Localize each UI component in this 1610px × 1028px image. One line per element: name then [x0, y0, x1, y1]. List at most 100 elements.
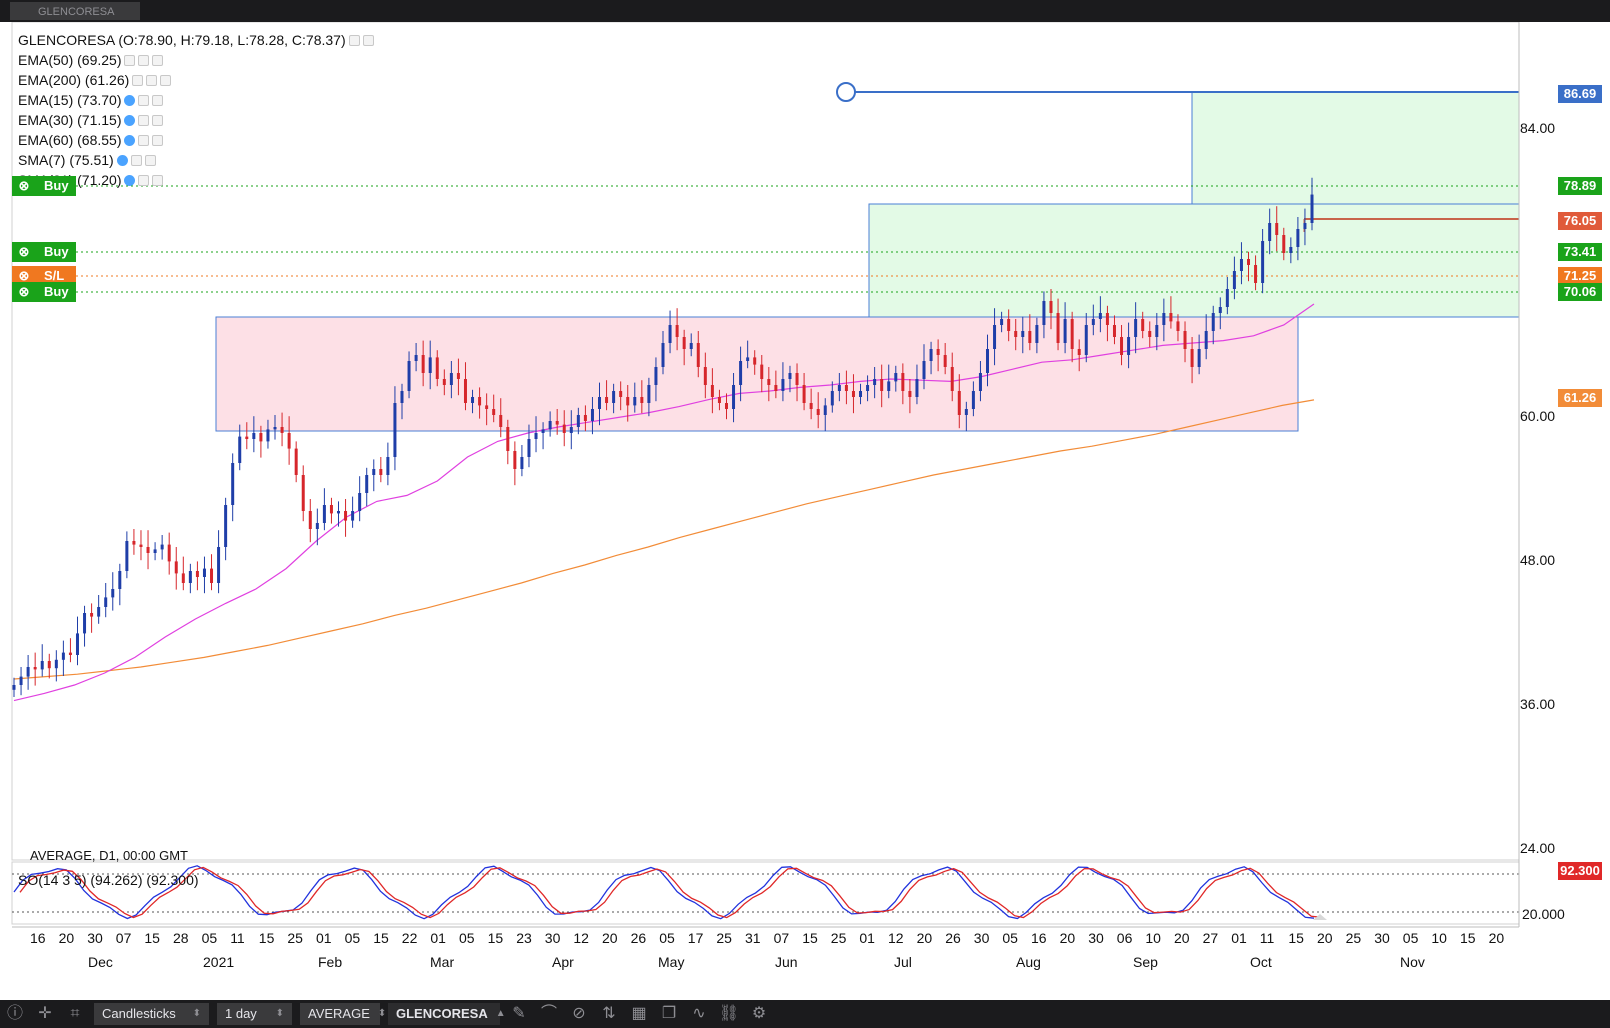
- chart-tab[interactable]: GLENCORESA: [10, 2, 140, 20]
- close-icon[interactable]: [152, 94, 164, 106]
- order-tag-buy[interactable]: ⊗ Buy: [12, 176, 76, 196]
- eye-icon[interactable]: [124, 54, 136, 66]
- close-icon[interactable]: [144, 154, 156, 166]
- candle-body: [1098, 313, 1102, 319]
- eye-icon[interactable]: [132, 74, 144, 86]
- settings-icon[interactable]: [130, 154, 142, 166]
- candle-body: [880, 379, 884, 391]
- close-order-icon[interactable]: ⊗: [12, 176, 36, 196]
- close-order-icon[interactable]: ⊗: [12, 282, 36, 302]
- settings-icon[interactable]: [362, 34, 374, 46]
- eye-icon[interactable]: [124, 174, 136, 186]
- time-axis-day-tick: 15: [258, 930, 275, 946]
- settings-icon[interactable]: [138, 54, 150, 66]
- price-chart[interactable]: [0, 22, 1610, 1000]
- chevron-up-icon: ▲: [495, 1008, 506, 1019]
- order-tag-buy[interactable]: ⊗ Buy: [12, 282, 76, 302]
- settings-icon[interactable]: [146, 74, 158, 86]
- time-axis-day-tick: 15: [144, 930, 160, 946]
- candle-body: [957, 391, 961, 415]
- chevron-updown-icon: ⬍: [377, 1008, 387, 1019]
- settings-icon[interactable]: [138, 134, 150, 146]
- settings-icon[interactable]: [138, 174, 150, 186]
- candle-body: [125, 541, 129, 571]
- chevron-updown-icon: ⬍: [192, 1008, 201, 1019]
- gear-icon[interactable]: ⚙: [751, 1005, 767, 1022]
- crosshair-icon[interactable]: ✛: [38, 1005, 52, 1022]
- candle-body: [689, 343, 693, 349]
- time-axis-day-tick: 15: [487, 930, 504, 946]
- close-icon[interactable]: [160, 74, 172, 86]
- sort-icon[interactable]: ⇅: [602, 1005, 616, 1022]
- curve-icon[interactable]: ⌒: [540, 1005, 557, 1022]
- close-icon[interactable]: [152, 134, 164, 146]
- candle-body: [908, 391, 912, 397]
- candle-body: [1261, 241, 1265, 283]
- settings-icon[interactable]: [138, 94, 150, 106]
- timeframe-select[interactable]: 1 day ⬍: [217, 1003, 292, 1025]
- candle-body: [675, 325, 679, 337]
- grid-icon[interactable]: ▦: [631, 1005, 647, 1022]
- candle-body: [717, 397, 721, 403]
- settings-icon[interactable]: [348, 34, 360, 46]
- candle-body: [1289, 247, 1293, 253]
- candle-body: [873, 379, 877, 385]
- candle-body: [1084, 325, 1088, 355]
- eye-icon[interactable]: [124, 94, 136, 106]
- time-axis-day-tick: 25: [1345, 930, 1362, 946]
- pencil-icon[interactable]: ✎: [512, 1005, 526, 1022]
- order-tag-sl[interactable]: ⊗ S/L: [12, 266, 76, 286]
- settings-icon[interactable]: [138, 114, 150, 126]
- candle-body: [471, 397, 475, 403]
- price-type-select[interactable]: AVERAGE ⬍: [300, 1003, 386, 1025]
- time-axis-day-tick: 30: [973, 930, 990, 946]
- link-icon[interactable]: ⛓: [718, 1005, 740, 1022]
- chart-area[interactable]: GLENCORESA (O:78.90, H:79.18, L:78.28, C…: [0, 22, 1610, 1000]
- candle-body: [33, 667, 37, 670]
- candle-body: [668, 325, 672, 343]
- template-icon[interactable]: ❐: [661, 1005, 677, 1022]
- candle-body: [583, 415, 587, 421]
- crop-icon[interactable]: ⌗: [70, 1005, 80, 1022]
- candle-body: [1014, 331, 1018, 337]
- candle-body: [830, 391, 834, 406]
- time-axis-day-tick: 20: [602, 930, 618, 946]
- candle-body: [47, 661, 51, 669]
- candle-body: [1070, 319, 1074, 349]
- hide-drawings-icon[interactable]: ⊘: [572, 1005, 586, 1022]
- ohlc-text: GLENCORESA (O:78.90, H:79.18, L:78.28, C…: [18, 32, 346, 48]
- eye-icon[interactable]: [124, 114, 136, 126]
- symbol-select[interactable]: GLENCORESA ▲: [388, 1003, 506, 1025]
- time-axis-day-tick: 30: [87, 930, 103, 946]
- candle-body: [1105, 313, 1109, 325]
- candle-body: [605, 397, 609, 403]
- candle-body: [393, 403, 397, 457]
- chart-type-select[interactable]: Candlesticks ⬍: [94, 1003, 209, 1025]
- candle-body: [118, 571, 122, 589]
- candle-body: [1225, 289, 1229, 307]
- candle-body: [287, 433, 291, 449]
- eye-icon[interactable]: [116, 154, 128, 166]
- close-order-icon[interactable]: ⊗: [12, 266, 36, 286]
- close-icon[interactable]: [152, 174, 164, 186]
- close-icon[interactable]: [152, 114, 164, 126]
- time-axis-day-tick: 05: [459, 930, 475, 946]
- order-type-label: Buy: [36, 176, 76, 196]
- close-order-icon[interactable]: ⊗: [12, 242, 36, 262]
- info-icon[interactable]: ⓘ: [6, 1005, 23, 1022]
- candle-body: [351, 511, 355, 521]
- candle-body: [986, 349, 989, 373]
- price-axis-tick: 24.00: [1520, 840, 1556, 856]
- eye-icon[interactable]: [124, 134, 136, 146]
- target-price-label: 86.69: [1558, 85, 1602, 103]
- candle-body: [1275, 223, 1279, 235]
- candle-body: [1056, 313, 1060, 343]
- time-axis-day-tick: 05: [201, 930, 218, 946]
- order-tag-buy[interactable]: ⊗ Buy: [12, 242, 76, 262]
- chevron-updown-icon: ⬍: [275, 1008, 284, 1019]
- close-icon[interactable]: [152, 54, 164, 66]
- candle-body: [358, 493, 362, 511]
- candle-body: [344, 511, 348, 521]
- indicator-icon[interactable]: ∿: [692, 1005, 706, 1022]
- time-axis-day-tick: 06: [1116, 930, 1133, 946]
